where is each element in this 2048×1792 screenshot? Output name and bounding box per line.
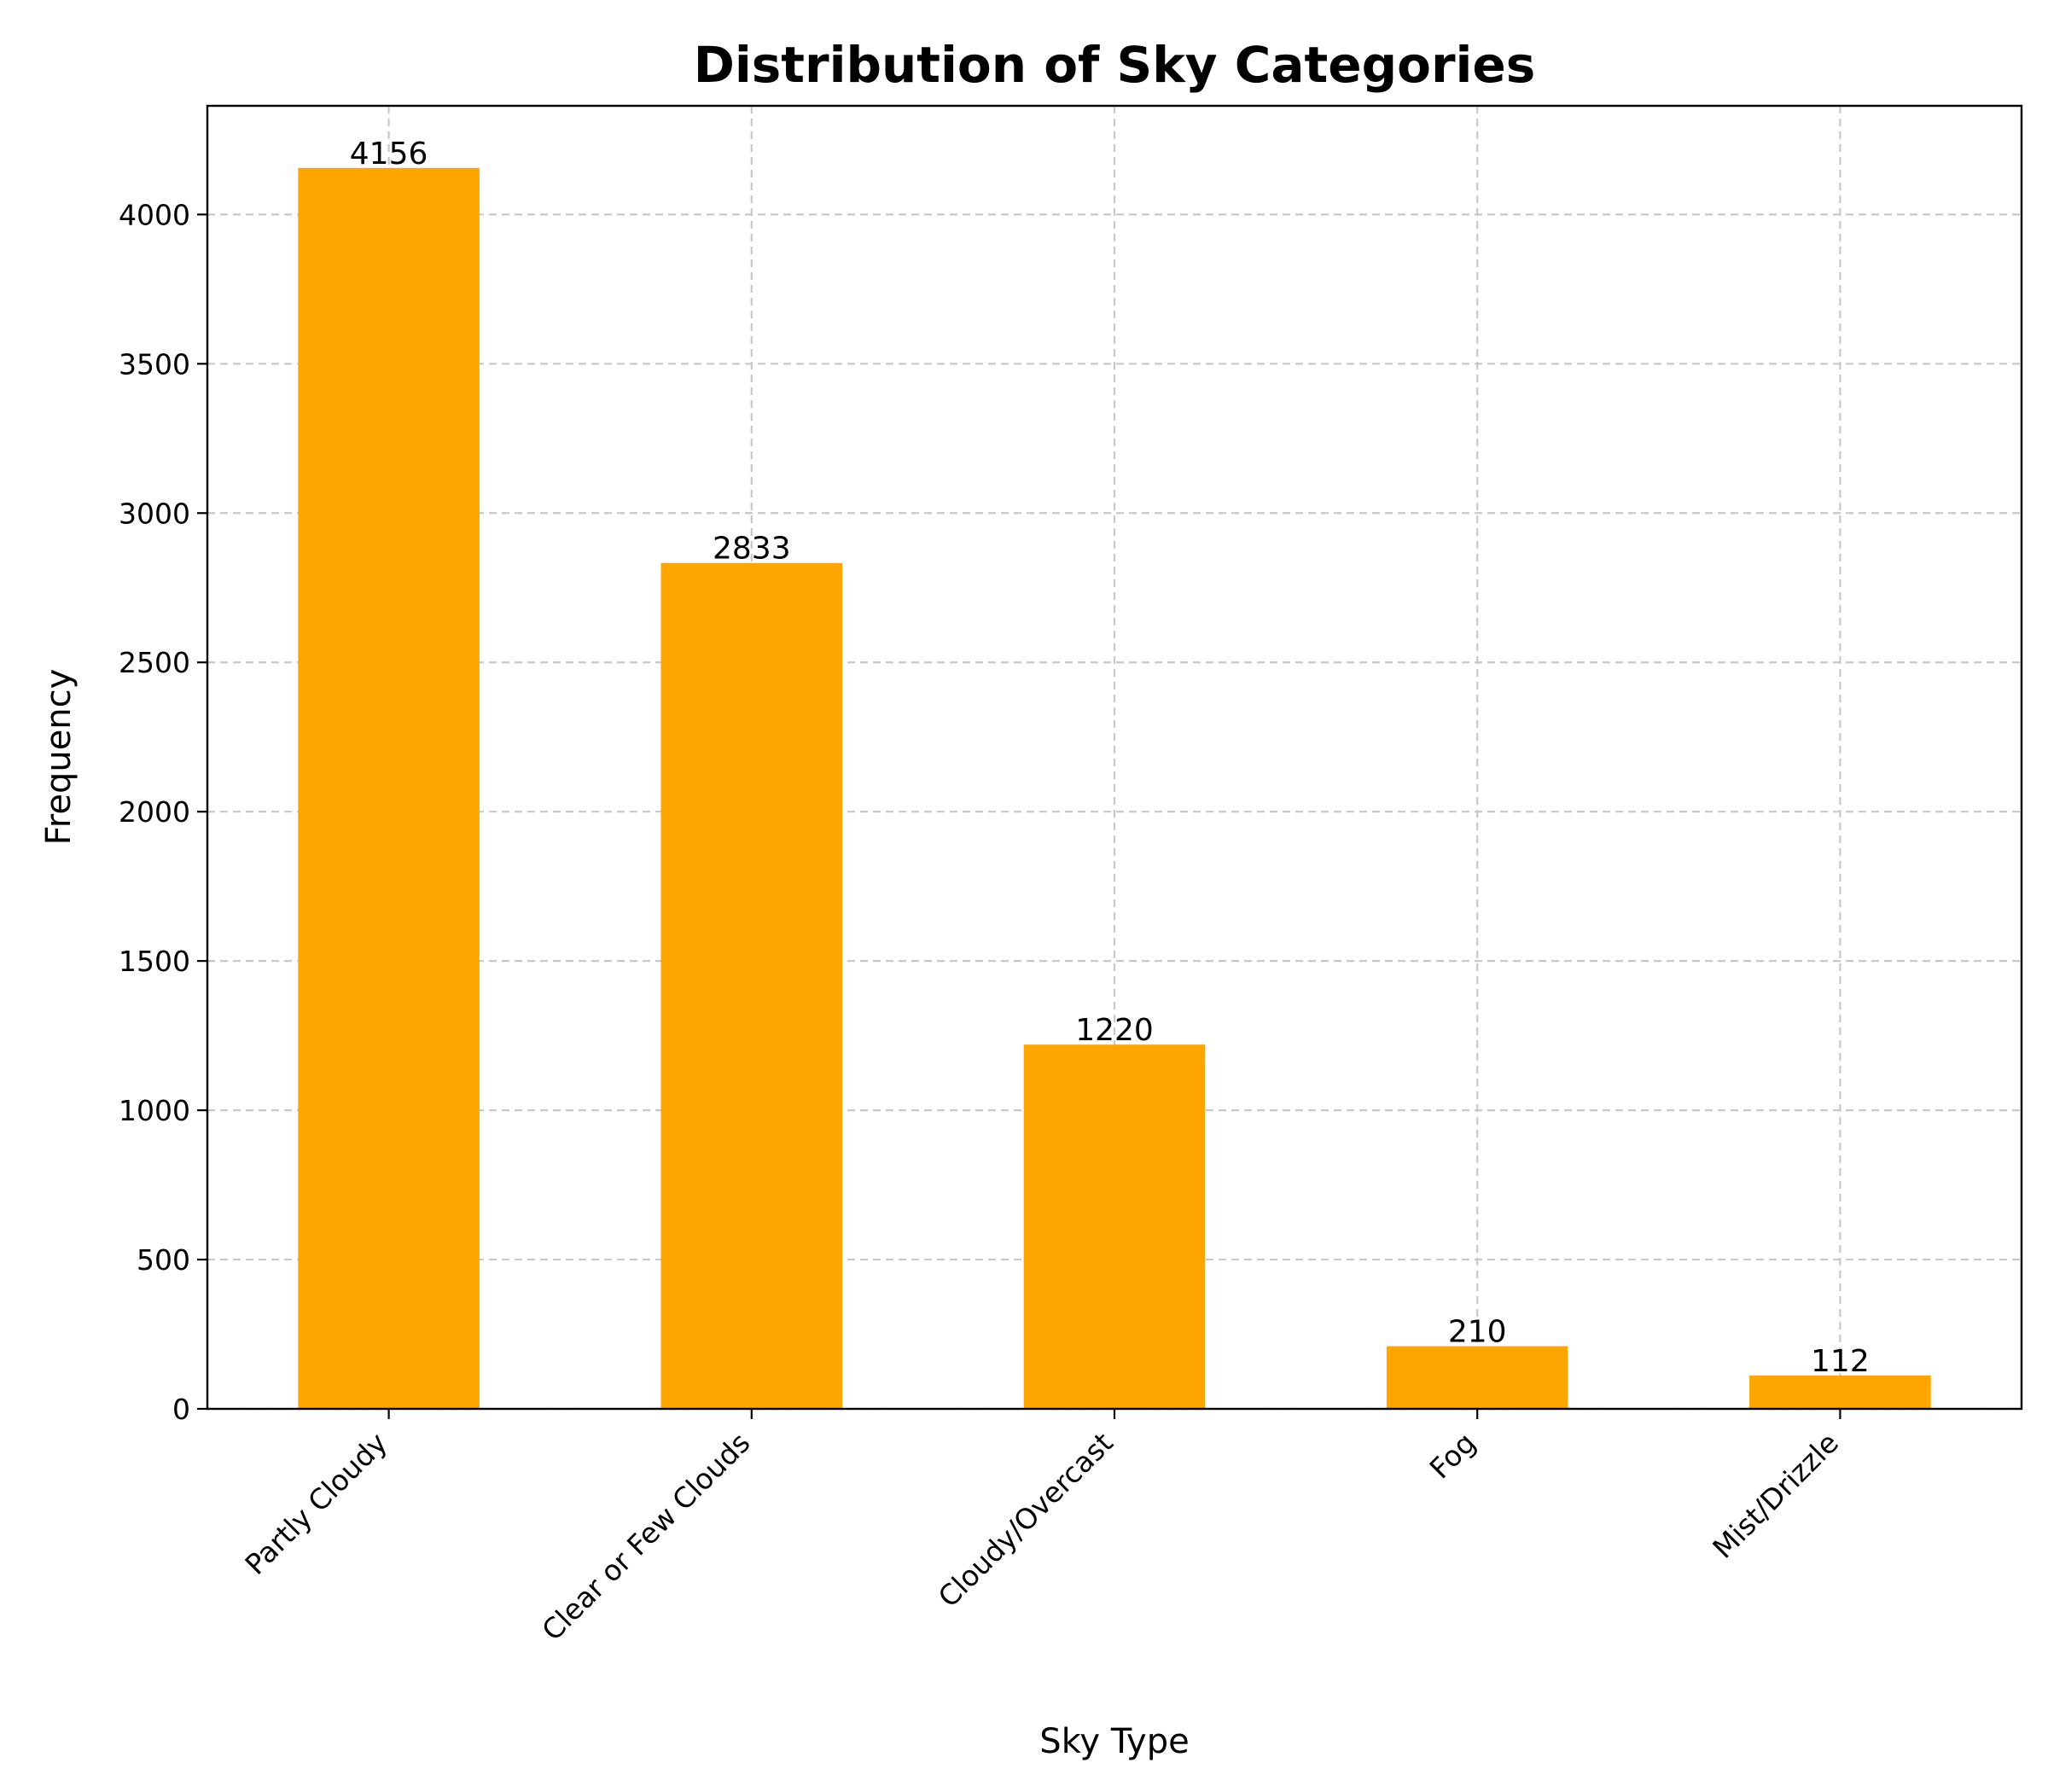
bar-0 [298,167,480,1410]
y-axis-ticks: 0 500 1000 1500 2000 2500 3000 3500 4000 [119,198,207,1426]
bar-value-label: 210 [1448,1315,1507,1350]
bar-3 [1386,1346,1568,1409]
y-tick-label: 4000 [119,198,190,231]
y-tick-label: 1000 [119,1094,190,1127]
x-tick-label: Fog [1423,1426,1482,1485]
x-tick-label: Cloudy/Overcast [932,1426,1120,1614]
y-axis-label: Frequency [39,669,79,846]
chart-title: Distribution of Sky Categories [694,36,1536,94]
y-tick-label: 3000 [119,497,190,530]
bar-value-label: 112 [1811,1344,1870,1379]
x-tick-label: Clear or Few Clouds [535,1426,756,1647]
x-tick-label: Mist/Drizzle [1706,1426,1845,1565]
bar-value-label: 2833 [713,532,791,567]
bars [298,167,1931,1410]
bar-value-label: 1220 [1075,1013,1154,1048]
x-tick-label: Partly Cloudy [238,1426,393,1581]
bar-4 [1749,1375,1931,1409]
y-tick-label: 500 [137,1243,190,1277]
bar-1 [660,562,843,1409]
bar-value-labels: 4156 2833 1220 210 112 [350,137,1870,1379]
y-tick-label: 0 [172,1393,190,1426]
x-axis-label: Sky Type [1039,1722,1189,1761]
y-tick-label: 3500 [119,347,190,381]
y-tick-label: 2000 [119,795,190,829]
y-tick-label: 1500 [119,945,190,978]
x-axis-ticks: Partly Cloudy Clear or Few Clouds Cloudy/O… [238,1409,1845,1647]
bar-value-label: 4156 [350,137,428,172]
y-tick-label: 2500 [119,646,190,679]
bar-2 [1023,1044,1206,1409]
